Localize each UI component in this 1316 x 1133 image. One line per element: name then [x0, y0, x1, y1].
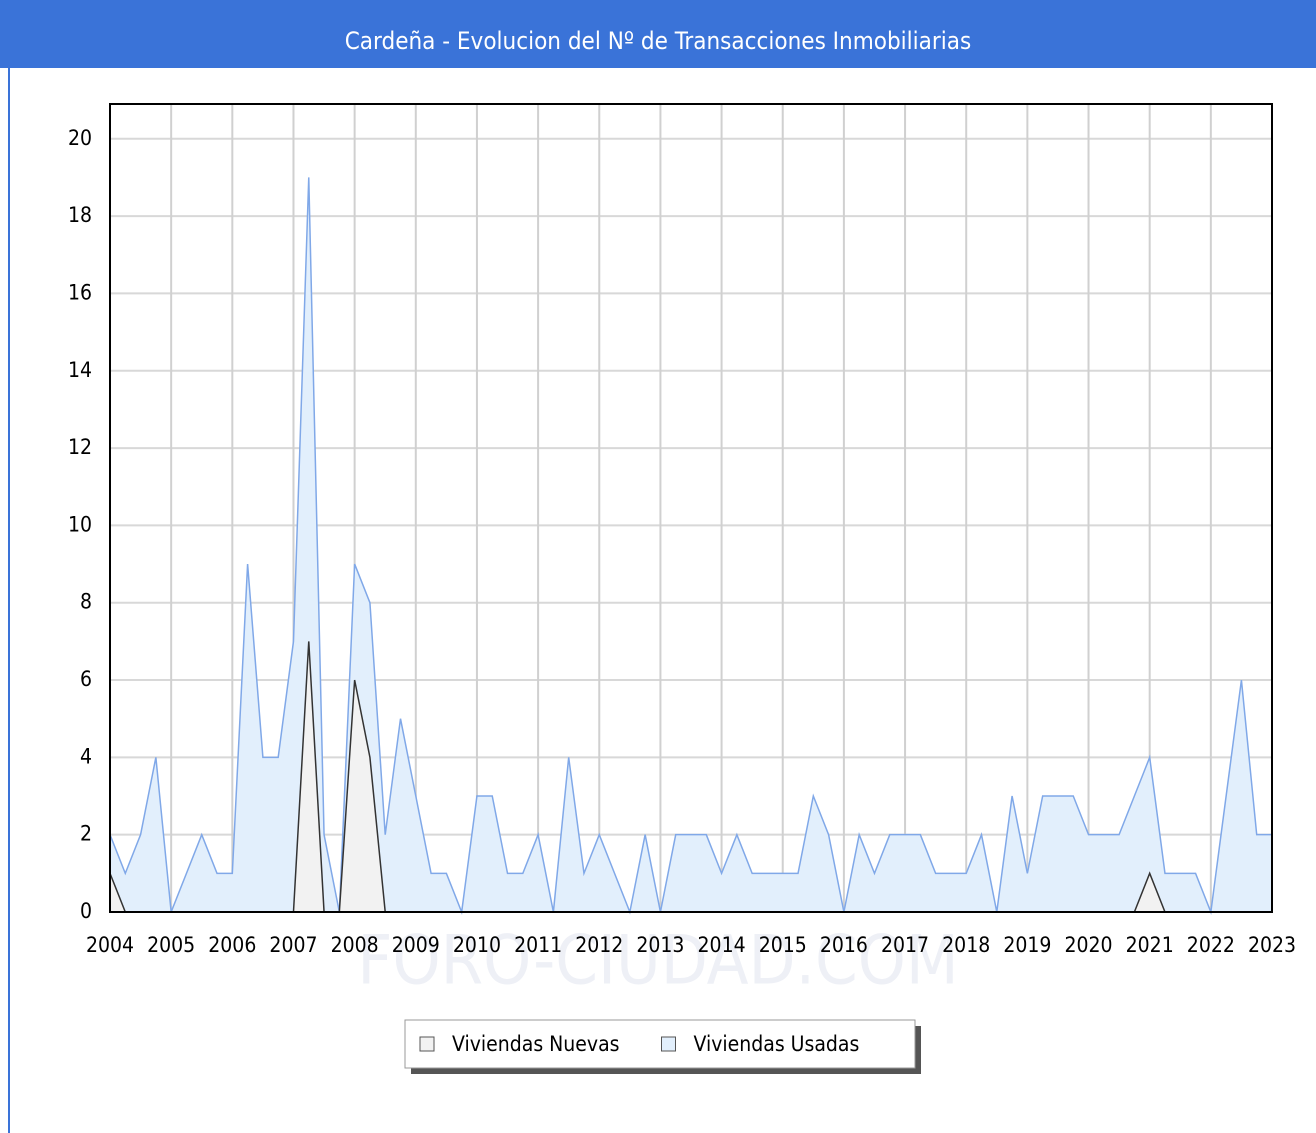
- legend-label: Viviendas Usadas: [694, 1032, 860, 1056]
- y-tick-label: 10: [68, 512, 92, 536]
- x-tick-label: 2021: [1126, 933, 1174, 957]
- x-tick-label: 2022: [1187, 933, 1235, 957]
- x-tick-label: 2023: [1248, 933, 1296, 957]
- x-tick-label: 2006: [208, 933, 256, 957]
- x-tick-label: 2007: [269, 933, 317, 957]
- x-tick-label: 2008: [331, 933, 379, 957]
- y-tick-label: 4: [80, 744, 92, 768]
- watermark: FORO-CIUDAD.COM: [357, 922, 958, 1001]
- legend-swatch: [419, 1036, 435, 1052]
- y-tick-label: 8: [80, 590, 92, 614]
- y-tick-label: 6: [80, 667, 92, 691]
- x-tick-label: 2020: [1064, 933, 1112, 957]
- x-tick-label: 2017: [881, 933, 929, 957]
- area: [110, 177, 1272, 913]
- y-tick-label: 18: [68, 203, 92, 227]
- y-tick-label: 12: [68, 435, 92, 459]
- x-tick-label: 2004: [86, 933, 134, 957]
- x-tick-label: 2015: [759, 933, 807, 957]
- y-tick-label: 0: [80, 899, 92, 923]
- y-tick-label: 20: [68, 126, 92, 150]
- x-tick-label: 2011: [514, 933, 562, 957]
- x-tick-label: 2013: [636, 933, 684, 957]
- x-tick-label: 2012: [575, 933, 623, 957]
- x-tick-label: 2009: [392, 933, 440, 957]
- y-tick-label: 16: [68, 280, 92, 304]
- x-tick-label: 2018: [942, 933, 990, 957]
- title-bar: [0, 0, 1316, 68]
- x-tick-label: 2019: [1003, 933, 1051, 957]
- plot-border: [109, 103, 1273, 913]
- y-tick-label: 14: [68, 358, 92, 382]
- x-tick-label: 2010: [453, 933, 501, 957]
- chart-title: Cardeña - Evolucion del Nº de Transaccio…: [345, 27, 972, 55]
- x-tick-label: 2014: [698, 933, 746, 957]
- x-tick-label: 2005: [147, 933, 195, 957]
- legend-swatch: [661, 1036, 676, 1052]
- x-tick-label: 2016: [820, 933, 868, 957]
- y-tick-label: 2: [80, 822, 92, 846]
- legend-label: Viviendas Nuevas: [452, 1032, 620, 1056]
- area-line: [109, 177, 1272, 915]
- legend-box: [404, 1019, 916, 1069]
